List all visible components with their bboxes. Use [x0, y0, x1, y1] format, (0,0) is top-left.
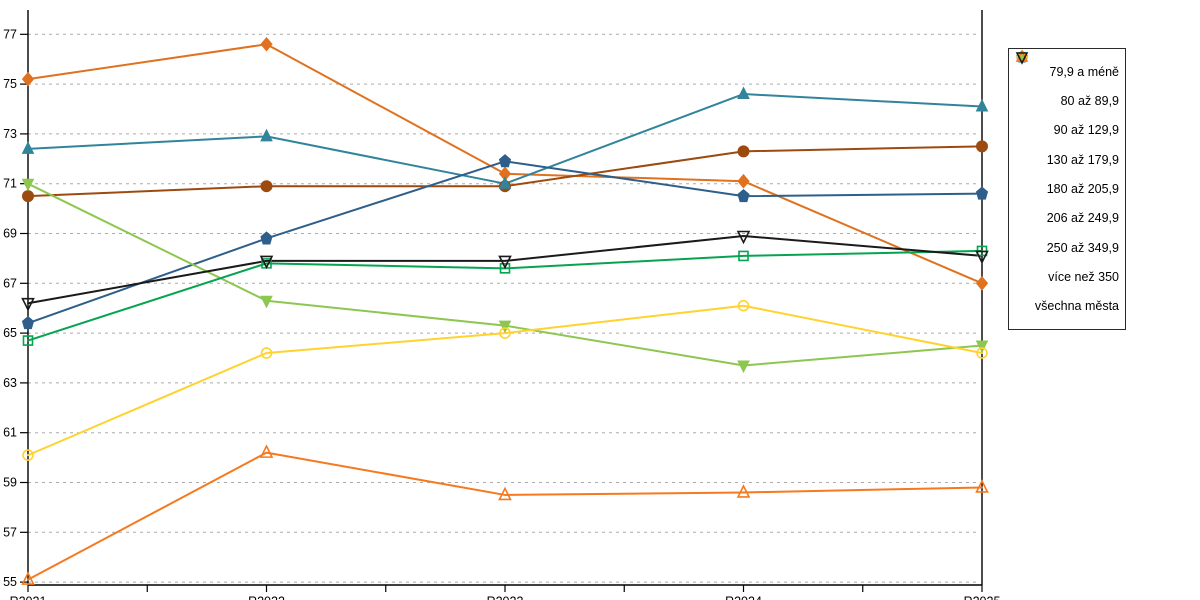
y-tick-label: 57 [3, 525, 17, 539]
y-tick-label: 67 [3, 276, 17, 290]
data-point [975, 98, 989, 112]
y-tick-label: 71 [3, 177, 17, 191]
data-point [21, 71, 35, 87]
y-tick-label: 69 [3, 227, 17, 241]
legend-item-8: všechna města [1015, 52, 1119, 321]
series-markers-8 [21, 230, 989, 312]
series-line-8 [27, 234, 983, 305]
data-point [499, 327, 511, 339]
series-markers-7 [21, 444, 989, 585]
series-markers-3 [21, 154, 989, 330]
y-tick-label: 63 [3, 376, 17, 390]
series-line-7 [27, 451, 983, 581]
data-point [22, 335, 34, 346]
data-point [21, 178, 35, 192]
series-markers-4 [21, 178, 989, 374]
legend-label: 80 až 89,9 [1060, 93, 1119, 108]
legend-item-2: 90 až 129,9 [1015, 49, 1119, 145]
data-point [22, 190, 34, 203]
legend-item-4: 180 až 205,9 [1015, 52, 1119, 203]
data-point [259, 255, 274, 270]
data-point [737, 188, 750, 203]
data-point [976, 140, 988, 153]
y-tick-label: 55 [3, 575, 17, 589]
data-point [975, 250, 989, 265]
legend-label: 79,9 a méně [1049, 64, 1120, 79]
legend-label: 90 až 129,9 [1053, 123, 1119, 138]
legend-item-6: 250 až 349,9 [1015, 51, 1119, 262]
x-tick-label: R2024 [725, 595, 762, 600]
data-point [737, 145, 750, 158]
data-point [498, 486, 512, 501]
legend-item-3: 130 až 179,9 [1015, 50, 1119, 174]
data-point [498, 154, 512, 168]
data-point [975, 186, 989, 200]
triangle-down-legend-icon [1015, 52, 1029, 65]
legend-item-1: 80 až 89,9 [1015, 51, 1119, 115]
legend: 79,9 a méně 80 až 89,9 90 až 129,9 130 až 1… [1008, 48, 1126, 330]
data-point [22, 449, 34, 461]
data-point [738, 250, 749, 262]
y-tick-label: 73 [3, 127, 17, 141]
triangle-up-legend-icon [1015, 49, 1029, 62]
data-point [737, 86, 750, 100]
data-point [736, 484, 751, 498]
data-point [737, 173, 750, 189]
legend-item-5: 206 až 249,9 [1015, 52, 1119, 233]
legend-label: všechna města [1034, 299, 1119, 314]
data-point [21, 571, 35, 585]
x-tick-label: R2022 [248, 595, 285, 600]
data-point [260, 231, 273, 245]
series-markers-6 [22, 299, 988, 461]
y-tick-label: 61 [3, 426, 17, 440]
data-point [260, 36, 273, 52]
data-point [260, 128, 273, 142]
data-point [260, 295, 273, 309]
axes: 55 57 59 61 63 65 67 69 71 73 75 77 R2021 R2022 R2023 R… [3, 10, 1000, 600]
x-tick-label: R2025 [964, 595, 1001, 600]
data-point [259, 444, 274, 458]
y-tick-label: 77 [3, 27, 17, 41]
data-point [975, 479, 989, 493]
data-point [976, 347, 988, 359]
data-point [261, 258, 272, 269]
y-tick-label: 65 [3, 326, 17, 340]
data-point [498, 320, 512, 334]
legend-label: 206 až 249,9 [1046, 211, 1119, 226]
data-point [498, 176, 512, 189]
data-point [260, 347, 273, 359]
legend-label: 130 až 179,9 [1046, 152, 1119, 167]
legend-label: více než 350 [1048, 269, 1119, 284]
y-tick-label: 59 [3, 476, 17, 490]
legend-label: 180 až 205,9 [1046, 181, 1119, 196]
data-point [975, 340, 989, 354]
legend-item-0: 79,9 a méně [1015, 50, 1120, 86]
data-point [975, 276, 989, 291]
x-tick-label: R2023 [487, 595, 524, 600]
data-point [21, 315, 35, 330]
data-point [260, 180, 273, 193]
legend-item-7: více než 350 [1015, 49, 1119, 291]
legend-label: 250 až 349,9 [1046, 240, 1119, 255]
x-tick-label: R2021 [10, 595, 47, 600]
data-point [21, 141, 35, 154]
data-point [736, 230, 751, 245]
data-point [498, 255, 512, 270]
series-markers-2 [21, 86, 989, 189]
y-tick-label: 75 [3, 77, 17, 91]
data-point [737, 360, 750, 374]
data-point [21, 297, 35, 312]
data-point [737, 299, 750, 312]
